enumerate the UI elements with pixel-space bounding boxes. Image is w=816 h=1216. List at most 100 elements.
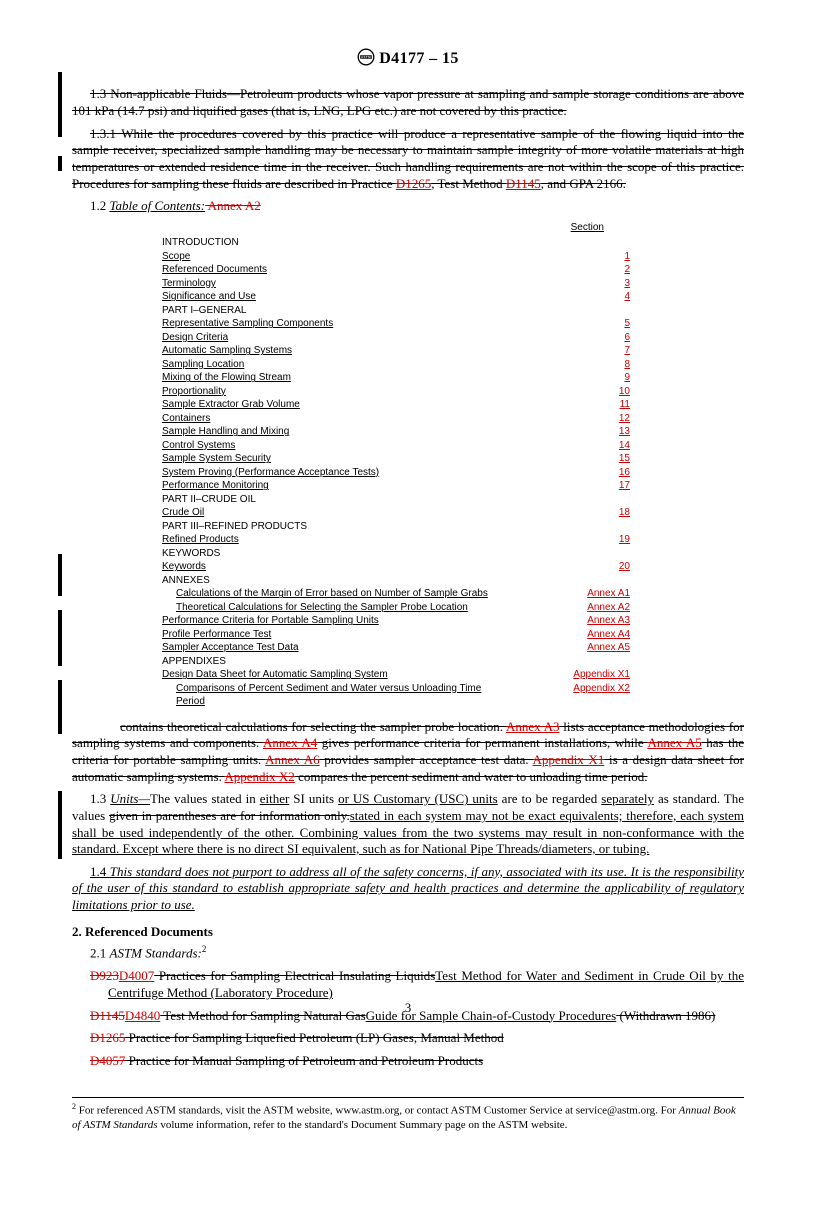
revision-bar: [58, 791, 62, 859]
footnote: 2 For referenced ASTM standards, visit t…: [72, 1097, 744, 1132]
toc-section-link[interactable]: 5: [624, 317, 654, 331]
toc-row: Mixing of the Flowing Stream 9: [162, 371, 744, 385]
struck-annex-para: contains theoretical calculations for se…: [72, 719, 744, 786]
toc-title: Representative Sampling Components: [162, 317, 333, 331]
toc-section-link[interactable]: 2: [624, 263, 654, 277]
toc-row: INTRODUCTION.: [162, 236, 744, 250]
reference-item: D923D4007 Practices for Sampling Electri…: [90, 968, 744, 1001]
toc-col-section: Section: [571, 221, 604, 235]
toc-row: Sampling Location8: [162, 358, 744, 372]
svg-text:ASTM: ASTM: [361, 55, 371, 59]
reference-item: D1265 Practice for Sampling Liquefied Pe…: [90, 1030, 744, 1047]
toc-section-link[interactable]: Annex A2: [587, 601, 654, 615]
designation: D4177 – 15: [379, 50, 459, 67]
toc-title: Mixing of the Flowing Stream: [162, 371, 291, 385]
toc-title: Containers: [162, 412, 210, 426]
toc-section-link[interactable]: 8: [624, 358, 654, 372]
toc-section-link[interactable]: Annex A1: [587, 587, 654, 601]
toc-row: Automatic Sampling Systems 7: [162, 344, 744, 358]
toc-title: Sample Extractor Grab Volume: [162, 398, 300, 412]
toc-title: PART II–CRUDE OIL: [162, 493, 256, 507]
toc-row: Terminology 3: [162, 277, 744, 291]
toc-row: Sample System Security 15: [162, 452, 744, 466]
reference-item: D4057 Practice for Manual Sampling of Pe…: [90, 1053, 744, 1070]
toc-section-link[interactable]: 11: [620, 398, 654, 412]
toc-title: Terminology: [162, 277, 216, 291]
para-1-3-1: 1.3.1 While the procedures covered by th…: [72, 126, 744, 193]
para-1-3: 1.3 Non-applicable Fluids—Petroleum prod…: [72, 86, 744, 119]
toc-row: Design Data Sheet for Automatic Sampling…: [162, 668, 744, 682]
toc-title: Performance Criteria for Portable Sampli…: [162, 614, 379, 628]
revision-bar: [58, 680, 62, 734]
toc-title: Proportionality: [162, 385, 226, 399]
toc-section-link[interactable]: 6: [624, 331, 654, 345]
table-of-contents: Section INTRODUCTION.Scope1Referenced Do…: [162, 221, 744, 709]
toc-row: Referenced Documents 2: [162, 263, 744, 277]
toc-section-link[interactable]: 18: [619, 506, 654, 520]
toc-section-link[interactable]: 3: [624, 277, 654, 291]
section-2-title: 2. Referenced Documents: [72, 924, 744, 941]
toc-section-link[interactable]: Annex A5: [587, 641, 654, 655]
toc-section-link[interactable]: Annex A3: [587, 614, 654, 628]
toc-title: Sample System Security: [162, 452, 271, 466]
toc-section-link[interactable]: 1: [624, 250, 654, 264]
toc-title: Comparisons of Percent Sediment and Wate…: [162, 682, 506, 709]
revision-bar: [58, 610, 62, 666]
toc-section-link[interactable]: 4: [624, 290, 654, 304]
toc-title: Sample Handling and Mixing: [162, 425, 289, 439]
toc-section-link[interactable]: 19: [619, 533, 654, 547]
toc-row: Keywords 20: [162, 560, 744, 574]
toc-title: Control Systems: [162, 439, 235, 453]
toc-title: Crude Oil: [162, 506, 204, 520]
toc-title: Theoretical Calculations for Selecting t…: [162, 601, 468, 615]
toc-section-link[interactable]: 16: [619, 466, 654, 480]
toc-section-link[interactable]: Annex A4: [587, 628, 654, 642]
toc-row: Representative Sampling Components 5: [162, 317, 744, 331]
toc-row: Profile Performance Test Annex A4: [162, 628, 744, 642]
toc-title: Scope: [162, 250, 190, 264]
toc-title: KEYWORDS: [162, 547, 220, 561]
toc-row: Proportionality 10: [162, 385, 744, 399]
toc-row: Performance Criteria for Portable Sampli…: [162, 614, 744, 628]
toc-row: Control Systems 14: [162, 439, 744, 453]
revision-bar: [58, 554, 62, 596]
toc-section-link[interactable]: 12: [619, 412, 654, 426]
toc-section-link[interactable]: 17: [619, 479, 654, 493]
toc-title: Automatic Sampling Systems: [162, 344, 292, 358]
toc-row: PART II–CRUDE OIL.: [162, 493, 744, 507]
toc-title: Referenced Documents: [162, 263, 267, 277]
toc-title: Refined Products: [162, 533, 239, 547]
reference-link[interactable]: D4007: [119, 968, 154, 983]
toc-title: Design Criteria: [162, 331, 228, 345]
toc-title: Keywords: [162, 560, 206, 574]
toc-section-link[interactable]: 15: [619, 452, 654, 466]
toc-row: PART I–GENERAL.: [162, 304, 744, 318]
toc-row: Refined Products 19: [162, 533, 744, 547]
toc-section-link[interactable]: 13: [619, 425, 654, 439]
toc-title: Design Data Sheet for Automatic Sampling…: [162, 668, 388, 682]
toc-heading: 1.2 Table of Contents: Annex A2: [72, 198, 744, 215]
toc-title: Significance and Use: [162, 290, 256, 304]
toc-section-link[interactable]: 14: [619, 439, 654, 453]
toc-section-link[interactable]: 9: [624, 371, 654, 385]
toc-row: KEYWORDS.: [162, 547, 744, 561]
toc-row: Theoretical Calculations for Selecting t…: [162, 601, 744, 615]
toc-row: Performance Monitoring17: [162, 479, 744, 493]
toc-section-link[interactable]: 7: [624, 344, 654, 358]
toc-section-link[interactable]: Appendix X2: [573, 682, 654, 709]
toc-title: ANNEXES: [162, 574, 210, 588]
astm-logo-icon: ASTM: [357, 48, 375, 72]
toc-title: Calculations of the Margin of Error base…: [162, 587, 488, 601]
toc-row: Sampler Acceptance Test DataAnnex A5: [162, 641, 744, 655]
toc-row: Design Criteria 6: [162, 331, 744, 345]
revision-bar: [58, 72, 62, 137]
toc-row: Sample Extractor Grab Volume 11: [162, 398, 744, 412]
toc-row: Containers 12: [162, 412, 744, 426]
toc-title: Profile Performance Test: [162, 628, 271, 642]
toc-section-link[interactable]: 20: [619, 560, 654, 574]
toc-section-link[interactable]: 10: [619, 385, 654, 399]
toc-row: Significance and Use 4: [162, 290, 744, 304]
doc-header: ASTM D4177 – 15: [72, 48, 744, 72]
toc-section-link[interactable]: Appendix X1: [573, 668, 654, 682]
toc-title: PART III–REFINED PRODUCTS: [162, 520, 307, 534]
